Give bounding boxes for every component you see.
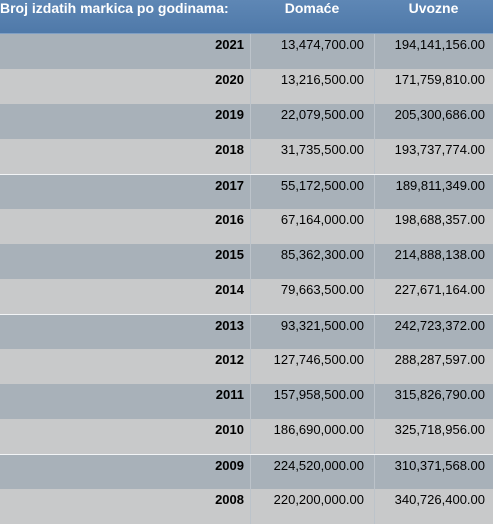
year-cell: 2016 (215, 212, 244, 227)
uvozne-cell: 198,688,357.00 (374, 209, 493, 244)
uvozne-cell: 315,826,790.00 (374, 384, 493, 419)
uvozne-cell: 193,737,774.00 (374, 139, 493, 174)
table-row: 2013 93,321,500.00 242,723,372.00 (0, 314, 493, 350)
uvozne-cell: 288,287,597.00 (374, 349, 493, 384)
uvozne-cell: 205,300,686.00 (374, 104, 493, 139)
table-row: 2010 186,690,000.00 325,718,956.00 (0, 419, 493, 454)
table-row: 2011 157,958,500.00 315,826,790.00 (0, 384, 493, 419)
year-cell: 2019 (215, 107, 244, 122)
uvozne-cell: 189,811,349.00 (374, 175, 493, 210)
table-row: 2009 224,520,000.00 310,371,568.00 (0, 454, 493, 490)
domace-cell: 31,735,500.00 (250, 139, 374, 174)
domace-cell: 13,216,500.00 (250, 69, 374, 104)
year-cell: 2015 (215, 247, 244, 262)
domace-cell: 85,362,300.00 (250, 244, 374, 279)
year-cell: 2008 (215, 492, 244, 507)
table-row: 2015 85,362,300.00 214,888,138.00 (0, 244, 493, 279)
table-row: 2017 55,172,500.00 189,811,349.00 (0, 174, 493, 210)
year-cell: 2020 (215, 72, 244, 87)
uvozne-cell: 171,759,810.00 (374, 69, 493, 104)
header-label: Broj izdatih markica po godinama: (0, 0, 229, 16)
table-row: 2019 22,079,500.00 205,300,686.00 (0, 104, 493, 139)
domace-cell: 13,474,700.00 (250, 34, 374, 69)
domace-cell: 55,172,500.00 (250, 175, 374, 210)
uvozne-cell: 325,718,956.00 (374, 419, 493, 454)
uvozne-cell: 214,888,138.00 (374, 244, 493, 279)
year-cell: 2012 (215, 352, 244, 367)
year-cell: 2010 (215, 422, 244, 437)
uvozne-cell: 194,141,156.00 (374, 34, 493, 69)
table-row: 2020 13,216,500.00 171,759,810.00 (0, 69, 493, 104)
year-cell: 2009 (215, 458, 244, 473)
domace-cell: 220,200,000.00 (250, 489, 374, 524)
year-cell: 2017 (215, 178, 244, 193)
table-header: Broj izdatih markica po godinama: Domaće… (0, 0, 493, 34)
year-cell: 2011 (215, 387, 244, 402)
uvozne-cell: 242,723,372.00 (374, 315, 493, 350)
domace-cell: 224,520,000.00 (250, 455, 374, 490)
header-domace: Domaće (284, 0, 340, 16)
table-row: 2021 13,474,700.00 194,141,156.00 (0, 34, 493, 69)
table-row: 2016 67,164,000.00 198,688,357.00 (0, 209, 493, 244)
uvozne-cell: 340,726,400.00 (374, 489, 493, 524)
year-cell: 2018 (215, 142, 244, 157)
domace-cell: 127,746,500.00 (250, 349, 374, 384)
domace-cell: 186,690,000.00 (250, 419, 374, 454)
uvozne-cell: 310,371,568.00 (374, 455, 493, 490)
year-cell: 2013 (215, 318, 244, 333)
uvozne-cell: 227,671,164.00 (374, 279, 493, 314)
domace-cell: 67,164,000.00 (250, 209, 374, 244)
domace-cell: 157,958,500.00 (250, 384, 374, 419)
table-row: 2018 31,735,500.00 193,737,774.00 (0, 139, 493, 174)
header-uvozne: Uvozne (408, 0, 459, 16)
table-row: 2014 79,663,500.00 227,671,164.00 (0, 279, 493, 314)
year-cell: 2021 (215, 37, 244, 52)
table-row: 2012 127,746,500.00 288,287,597.00 (0, 349, 493, 384)
domace-cell: 22,079,500.00 (250, 104, 374, 139)
domace-cell: 93,321,500.00 (250, 315, 374, 350)
domace-cell: 79,663,500.00 (250, 279, 374, 314)
table-row: 2008 220,200,000.00 340,726,400.00 (0, 489, 493, 524)
year-cell: 2014 (215, 282, 244, 297)
